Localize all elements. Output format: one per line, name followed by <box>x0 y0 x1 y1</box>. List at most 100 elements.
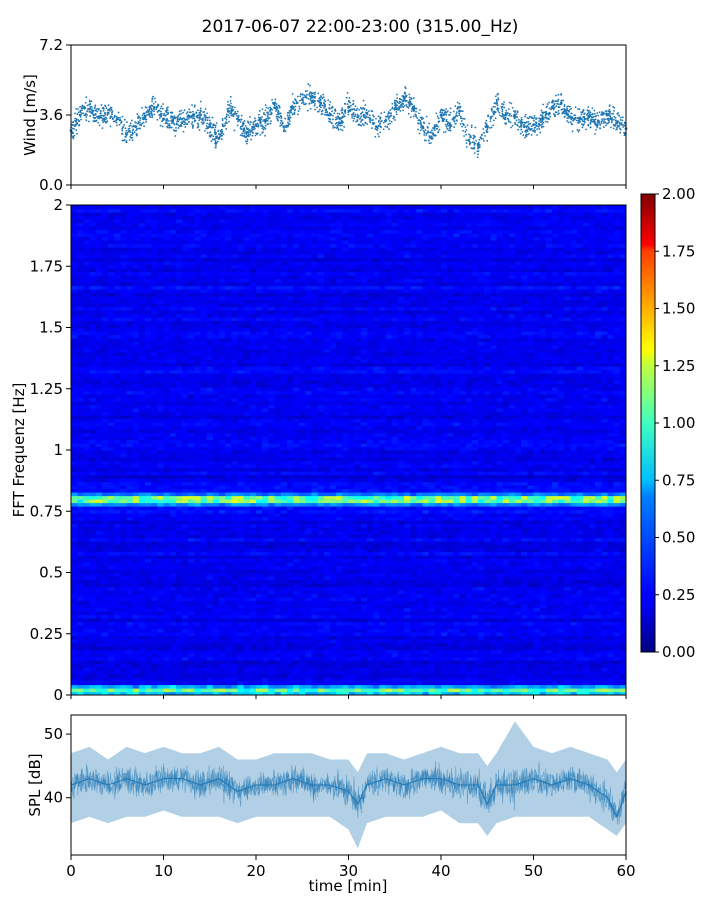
wind-scatter-mark <box>136 133 138 135</box>
spectrogram-cell <box>126 632 134 637</box>
wind-scatter-mark <box>365 109 368 111</box>
spectrogram-cell <box>163 649 171 654</box>
wind-scatter-mark <box>167 120 170 122</box>
spectrogram-cell <box>379 639 387 644</box>
spectrogram-cell <box>484 597 491 602</box>
spectrogram-cell <box>286 677 294 682</box>
spectrogram-cell <box>188 614 195 619</box>
spectrogram-cell <box>317 667 325 672</box>
spectrogram-cell <box>256 649 263 654</box>
wind-scatter-mark <box>463 117 466 120</box>
wind-scatter-mark <box>350 104 352 107</box>
spectrogram-cell <box>305 649 313 654</box>
spectrogram-cell <box>163 642 171 647</box>
spectrogram-cell <box>336 656 343 661</box>
wind-scatter-mark <box>444 123 447 126</box>
wind-scatter-mark <box>384 116 387 118</box>
spectrogram-cell <box>157 639 165 644</box>
wind-scatter-mark <box>429 131 431 134</box>
spectrogram-cell <box>447 677 454 682</box>
spectrogram-cell <box>108 674 115 679</box>
wind-scatter-mark <box>561 108 564 111</box>
spectrogram-cell <box>299 600 306 605</box>
wind-scatter-mark <box>396 104 399 107</box>
spectrogram-cell <box>428 677 436 682</box>
spectrogram-cell <box>521 674 528 679</box>
spectrogram-cell <box>441 621 448 626</box>
wind-scatter-mark <box>210 133 213 136</box>
wind-scatter-mark <box>380 120 383 122</box>
wind-scatter-mark <box>399 110 402 112</box>
spectrogram-cell <box>280 649 288 654</box>
spectrogram-cell <box>484 607 491 612</box>
spectrogram-cell <box>496 663 504 668</box>
spectrogram-cell <box>410 642 417 647</box>
wind-scatter-mark <box>77 108 79 110</box>
wind-scatter-mark <box>427 139 430 142</box>
spectrogram-cell <box>434 632 442 637</box>
spectrogram-cell <box>397 635 405 640</box>
spectrogram-cell <box>89 674 97 679</box>
spectrogram-cell <box>416 670 424 675</box>
spectrogram-cell <box>336 628 343 633</box>
wind-scatter-mark <box>160 105 163 108</box>
spectrogram-cell <box>422 625 430 630</box>
wind-scatter-mark <box>613 118 615 121</box>
wind-scatter-mark <box>378 135 380 138</box>
wind-scatter-mark <box>551 107 553 109</box>
spectrogram-cell <box>274 667 282 672</box>
spectrogram-cell <box>138 653 146 658</box>
wind-scatter-mark <box>449 123 452 126</box>
spectrogram-cell <box>447 621 454 626</box>
wind-scatter-mark <box>144 106 147 109</box>
spectrogram-cell <box>293 667 300 672</box>
wind-scatter-mark <box>445 108 448 110</box>
wind-scatter-mark <box>470 126 473 129</box>
wind-scatter-mark <box>102 109 105 112</box>
spectrogram-cell <box>305 688 313 693</box>
spectrogram-cell <box>397 618 405 623</box>
spectrogram-cell <box>502 625 510 630</box>
spectrogram-cells <box>71 205 626 695</box>
spectrogram-cell <box>496 632 504 637</box>
wind-scatter-mark <box>79 109 82 112</box>
spectrogram-cell <box>262 656 269 661</box>
spectrogram-cell <box>71 681 78 686</box>
spectrogram-cell <box>521 677 528 682</box>
spectrogram-cell <box>589 632 596 637</box>
wind-scatter-mark <box>453 117 456 120</box>
spectrogram-cell <box>428 597 436 602</box>
wind-scatter-mark <box>533 116 536 119</box>
spectrogram-cell <box>231 611 239 616</box>
spectrogram-cell <box>484 642 491 647</box>
spectrogram-cell <box>619 677 626 682</box>
spectrogram-cell <box>441 639 448 644</box>
spectrogram-cell <box>570 677 578 682</box>
spectrogram-cell <box>175 597 183 602</box>
wind-scatter-mark <box>482 137 484 140</box>
wind-scatter-mark <box>115 115 118 118</box>
wind-scatter-mark <box>510 102 513 105</box>
spectrogram-cell <box>373 614 380 619</box>
spectrogram-cell <box>533 632 541 637</box>
spectrogram-cell <box>558 614 565 619</box>
spectrogram-cell <box>552 642 559 647</box>
spectrogram-cell <box>231 656 239 661</box>
wind-scatter-mark <box>570 118 573 121</box>
spectrogram-cell <box>182 607 189 612</box>
wind-scatter-mark <box>110 108 113 111</box>
spectrogram-cell <box>441 684 448 689</box>
spectrogram-cell <box>114 621 121 626</box>
spectrogram-cell <box>576 642 584 647</box>
wind-scatter-mark <box>203 110 206 113</box>
wind-scatter-mark <box>526 133 529 136</box>
spectrogram-cell <box>151 618 158 623</box>
spectrogram-cell <box>422 642 430 647</box>
spectrogram-cell <box>323 632 331 637</box>
wind-scatter-mark <box>464 131 467 133</box>
spectrogram-cell <box>95 642 103 647</box>
wind-scatter-mark <box>497 92 499 95</box>
wind-scatter-mark <box>206 116 209 119</box>
wind-scatter-mark <box>221 128 223 131</box>
spectrogram-cell <box>379 656 387 661</box>
